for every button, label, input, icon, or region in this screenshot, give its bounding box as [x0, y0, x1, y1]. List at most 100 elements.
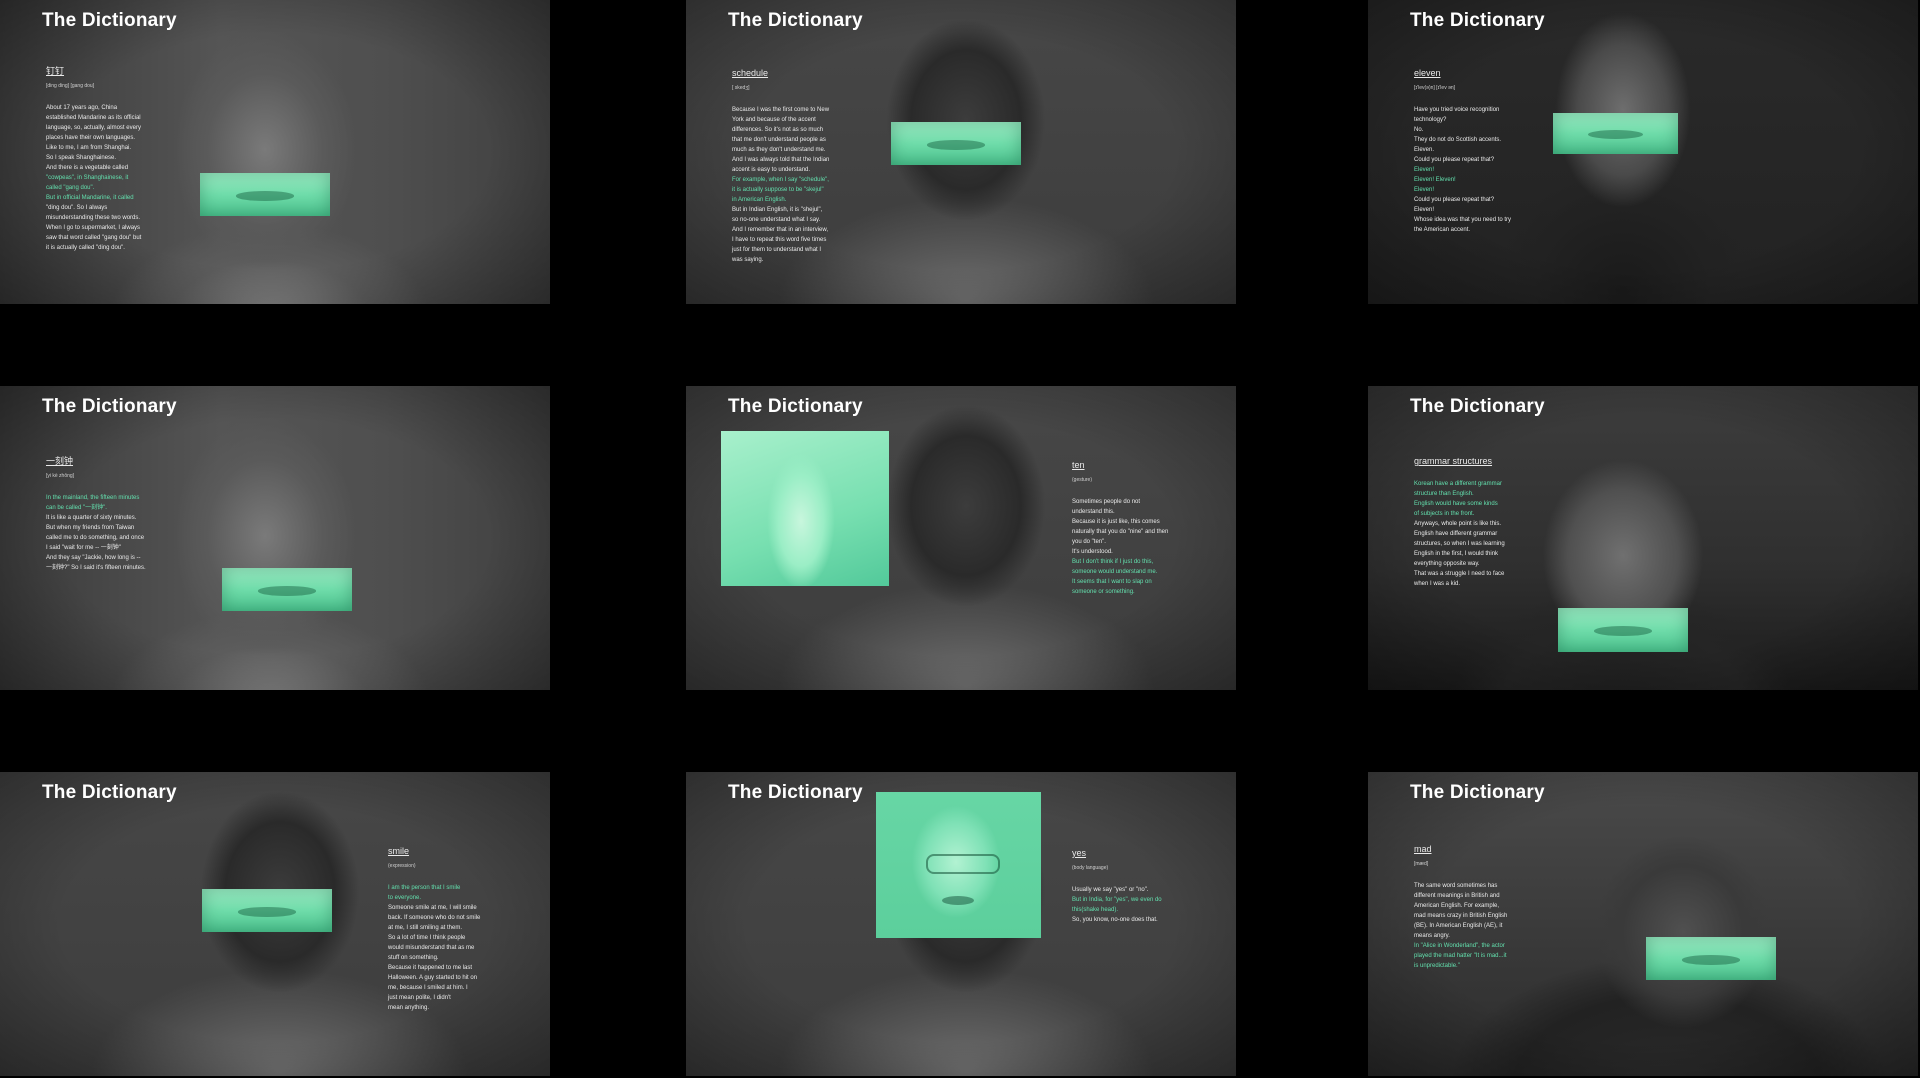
entry-line: I have to repeat this word five times [732, 237, 827, 243]
entry-word: schedule [732, 68, 769, 78]
entry-line: language, so, actually, almost every [46, 125, 141, 131]
video-background [0, 386, 550, 690]
entry-word: ten [1072, 460, 1085, 470]
entry-line: that me don't understand people as [732, 137, 826, 143]
entry-line: saw that word called "gang dou" but [46, 235, 142, 241]
entry-line-highlighted: Eleven! [1414, 167, 1435, 173]
entry-line: different meanings in British and [1414, 893, 1500, 899]
entry-line-highlighted: In the mainland, the fifteen minutes [46, 495, 140, 501]
entry-line: Whose idea was that you need to try [1414, 217, 1512, 223]
mouth-highlight [222, 568, 352, 611]
mouth-highlight [891, 122, 1021, 165]
video-panel-1[interactable]: The Dictionary 钉钉 [ding ding] [gang dou]… [0, 0, 550, 304]
entry-word: grammar structures [1414, 456, 1493, 466]
entry-line: It is like a quarter of sixty minutes. [46, 515, 137, 521]
entry-line: And they say "Jackie, how long is -- [46, 555, 141, 561]
dictionary-entry: yes (body language) Usually we say "yes"… [1072, 848, 1192, 925]
panel-title: The Dictionary [1410, 782, 1545, 803]
entry-line: That was a struggle I need to face [1414, 571, 1505, 577]
entry-line-highlighted: can be called "一刻钟". [46, 505, 107, 511]
entry-line-highlighted: it is actually suppose to be "skejul" [732, 187, 824, 193]
panel-title: The Dictionary [728, 10, 863, 31]
hand-gesture-highlight [721, 431, 889, 586]
entry-line-highlighted: Korean have a different grammar [1414, 481, 1502, 487]
entry-word: smile [388, 846, 410, 856]
panel-title: The Dictionary [42, 396, 177, 417]
entry-line-highlighted: someone or something. [1072, 589, 1135, 595]
entry-pronunciation: [yi kè zhōng] [46, 473, 75, 479]
entry-line-highlighted: But in India, for "yes", we even do [1072, 897, 1162, 903]
entry-line: 一刻钟?" So I said it's fifteen minutes. [46, 565, 146, 571]
entry-line: American English. For example, [1414, 903, 1500, 909]
panel-title: The Dictionary [42, 10, 177, 31]
entry-line-highlighted: But in official Mandarine, it called [46, 195, 134, 201]
video-panel-2[interactable]: The Dictionary schedule [ skedʒ] Because… [686, 0, 1236, 304]
face-highlight [876, 792, 1041, 938]
entry-line: Anyways, whole point is like this. [1414, 521, 1502, 527]
entry-line: But when my friends from Taiwan [46, 525, 135, 531]
entry-line-highlighted: "cowpeas", in Shanghainese, it [46, 175, 129, 181]
entry-line: just mean polite, I didn't [388, 995, 451, 1001]
video-panel-6[interactable]: The Dictionary grammar structures Korean… [1368, 386, 1918, 690]
entry-line: Have you tried voice recognition [1414, 107, 1500, 113]
entry-text: Sometimes people do not understand this. B… [1072, 497, 1192, 597]
entry-pronunciation: (gesture) [1072, 477, 1093, 483]
entry-line: They do not do Scottish accents. [1414, 137, 1502, 143]
entry-line: everything opposite way. [1414, 561, 1480, 567]
video-panel-8[interactable]: The Dictionary yes (body language) Usual… [686, 772, 1236, 1076]
entry-pronunciation: [ɪ'lev(ə)n] [ɪ'lev ən] [1414, 85, 1456, 91]
entry-text: In the mainland, the fifteen minutes can … [46, 493, 166, 573]
entry-line: Usually we say "yes" or "no". [1072, 887, 1149, 893]
entry-pronunciation: [ skedʒ] [732, 85, 750, 91]
mouth-highlight [1646, 937, 1776, 980]
entry-line: About 17 years ago, China [46, 105, 118, 111]
entry-line: Like to me, I am from Shanghai. [46, 145, 132, 151]
entry-line: Could you please repeat that? [1414, 197, 1495, 203]
entry-line-highlighted: of subjects in the front. [1414, 511, 1475, 517]
panel-title: The Dictionary [728, 396, 863, 417]
entry-text: Have you tried voice recognition technolo… [1414, 105, 1534, 235]
entry-word: mad [1414, 844, 1432, 854]
entry-word: eleven [1414, 68, 1441, 78]
entry-line: York and because of the accent [732, 117, 816, 123]
video-panel-5[interactable]: The Dictionary ten (gesture) Sometimes p… [686, 386, 1236, 690]
entry-line: places have their own languages. [46, 135, 136, 141]
entry-line-highlighted: It seems that I want to slap on [1072, 579, 1152, 585]
entry-line: Someone smile at me, I will smile [388, 905, 477, 911]
entry-text: The same word sometimes has different mea… [1414, 881, 1534, 971]
entry-line: me, because I smiled at him. I [388, 985, 468, 991]
entry-line: Halloween. A guy started to hit on [388, 975, 478, 981]
entry-line: back. If someone who do not smile [388, 915, 481, 921]
entry-line-highlighted: called "gang dou". [46, 185, 95, 191]
entry-line: Eleven! [1414, 207, 1435, 213]
entry-line-highlighted: Eleven! [1414, 187, 1435, 193]
entry-pronunciation: [mæd] [1414, 861, 1429, 867]
entry-line: So a lot of time I think people [388, 935, 466, 941]
dictionary-entry: mad [mæd] The same word sometimes has dif… [1414, 844, 1534, 971]
mouth-highlight [1553, 113, 1678, 154]
dictionary-entry: 钉钉 [ding ding] [gang dou] About 17 years… [46, 66, 166, 253]
entry-line: English in the first, I would think [1414, 551, 1499, 557]
video-background [0, 0, 550, 304]
entry-line: "ding dou". So I always [46, 205, 108, 211]
entry-line: it is actually called "ding dou". [46, 245, 125, 251]
video-panel-7[interactable]: The Dictionary smile (expression) I am t… [0, 772, 550, 1076]
entry-line: And I was always told that the Indian [732, 157, 830, 163]
video-panel-9[interactable]: The Dictionary mad [mæd] The same word s… [1368, 772, 1918, 1076]
entry-line: the American accent. [1414, 227, 1471, 233]
entry-word: yes [1072, 848, 1087, 858]
entry-text: Korean have a different grammar structure… [1414, 479, 1534, 589]
entry-line: The same word sometimes has [1414, 883, 1498, 889]
entry-line: you do "ten". [1072, 539, 1106, 545]
entry-line: differences. So it's not as so much [732, 127, 824, 133]
panel-title: The Dictionary [1410, 10, 1545, 31]
video-panel-3[interactable]: The Dictionary eleven [ɪ'lev(ə)n] [ɪ'lev… [1368, 0, 1918, 304]
entry-line: But in Indian English, it is "shejul", [732, 207, 823, 213]
dictionary-entry: eleven [ɪ'lev(ə)n] [ɪ'lev ən] Have you t… [1414, 68, 1534, 235]
video-panel-4[interactable]: The Dictionary 一刻钟 [yi kè zhōng] In the … [0, 386, 550, 690]
entry-line: at me, I still smiling at them. [388, 925, 463, 931]
entry-text: Usually we say "yes" or "no". But in Indi… [1072, 885, 1192, 925]
dictionary-entry: ten (gesture) Sometimes people do not und… [1072, 460, 1192, 597]
entry-line-highlighted: I am the person that I smile [388, 885, 461, 891]
entry-line: And I remember that in an interview, [732, 227, 829, 233]
